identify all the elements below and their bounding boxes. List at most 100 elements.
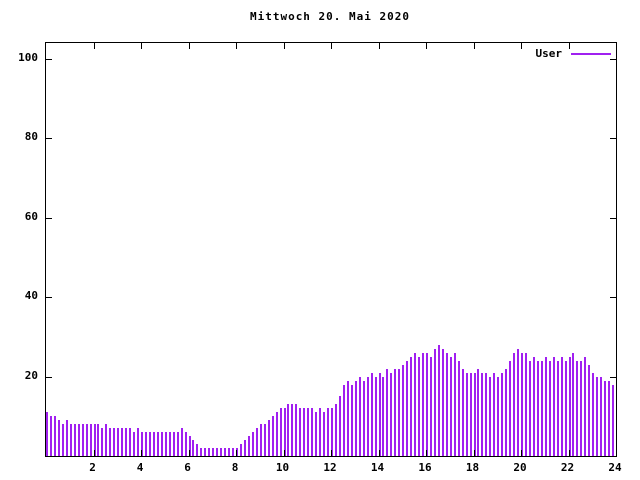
- x-axis-tick: [93, 43, 95, 49]
- x-axis-tick: [188, 43, 190, 49]
- x-tick-label: 14: [370, 461, 385, 474]
- bar: [283, 408, 286, 456]
- bar: [374, 376, 377, 456]
- bar: [406, 360, 409, 456]
- bar: [208, 448, 211, 456]
- bar: [350, 384, 353, 456]
- x-axis-tick: [188, 450, 190, 456]
- x-axis-tick: [568, 450, 570, 456]
- bar: [461, 368, 464, 456]
- bar: [212, 448, 215, 456]
- bar: [536, 360, 539, 456]
- bar: [437, 344, 440, 456]
- bar: [89, 424, 92, 456]
- bar: [552, 356, 555, 456]
- bar: [378, 372, 381, 456]
- x-tick-label: 20: [513, 461, 527, 474]
- bar: [319, 408, 322, 456]
- bar: [172, 432, 175, 456]
- x-axis-tick: [616, 450, 617, 456]
- x-axis-tick: [426, 43, 427, 49]
- bar: [441, 348, 444, 456]
- bar: [152, 432, 155, 456]
- bar: [57, 420, 60, 456]
- bar: [489, 376, 492, 456]
- bar: [49, 416, 52, 456]
- bar: [61, 424, 64, 456]
- y-axis-tick: [46, 138, 52, 140]
- x-axis-tick: [141, 450, 142, 456]
- bar: [156, 432, 159, 456]
- x-tick-label: 6: [184, 461, 191, 474]
- bar: [410, 356, 413, 456]
- y-axis-tick: [610, 376, 616, 378]
- bar: [453, 352, 456, 456]
- x-tick-label: 22: [560, 461, 575, 474]
- x-tick-label: 2: [89, 461, 96, 474]
- bar: [224, 448, 227, 456]
- bar: [46, 412, 48, 456]
- bar: [568, 356, 571, 456]
- bar: [184, 432, 187, 456]
- bar: [113, 428, 116, 456]
- bar: [263, 424, 266, 456]
- bar: [540, 360, 543, 456]
- x-axis-tick: [378, 450, 380, 456]
- bar: [612, 384, 615, 456]
- bar: [303, 408, 306, 456]
- x-axis-tick: [521, 43, 522, 49]
- bar: [592, 372, 595, 456]
- bar: [279, 408, 282, 456]
- bar: [323, 412, 326, 456]
- y-axis-tick: [610, 138, 616, 140]
- bar: [457, 360, 460, 456]
- x-axis-tick: [473, 43, 475, 49]
- bar: [267, 420, 270, 456]
- x-axis-tick: [141, 43, 142, 49]
- bar: [513, 352, 516, 456]
- bar: [596, 376, 599, 456]
- x-axis-tick: [93, 450, 95, 456]
- y-axis-tick: [46, 217, 52, 219]
- bar: [299, 408, 302, 456]
- bar: [493, 372, 496, 456]
- y-axis-tick: [46, 297, 52, 299]
- y-axis-tick: [610, 297, 616, 299]
- bar: [517, 348, 520, 456]
- x-tick-label: 4: [136, 461, 144, 474]
- bar: [501, 372, 504, 456]
- x-tick-label: 16: [418, 461, 432, 474]
- bar: [580, 360, 583, 456]
- bar: [180, 428, 183, 456]
- bar: [497, 376, 500, 456]
- bar: [243, 440, 246, 456]
- bar: [390, 372, 393, 456]
- bar: [65, 420, 68, 456]
- x-tick-label: 10: [275, 461, 290, 474]
- bar: [362, 380, 365, 456]
- bar: [588, 364, 591, 456]
- bar: [481, 372, 484, 456]
- bar: [398, 368, 401, 456]
- bar: [426, 352, 428, 456]
- x-axis-tick: [616, 43, 617, 49]
- x-tick-label: 18: [465, 461, 480, 474]
- bar: [354, 380, 357, 456]
- bar: [528, 360, 531, 456]
- bar: [125, 428, 128, 456]
- bar: [604, 380, 607, 456]
- bar: [133, 432, 136, 456]
- bar: [334, 404, 337, 456]
- bar: [576, 360, 579, 456]
- bar: [275, 412, 278, 456]
- bar: [505, 368, 508, 456]
- legend-series-line: [571, 52, 611, 55]
- bar: [469, 372, 472, 456]
- bar: [148, 432, 151, 456]
- bar: [548, 360, 551, 456]
- bar: [97, 424, 100, 456]
- bar: [402, 364, 405, 456]
- bar: [192, 440, 195, 456]
- bar: [532, 356, 535, 456]
